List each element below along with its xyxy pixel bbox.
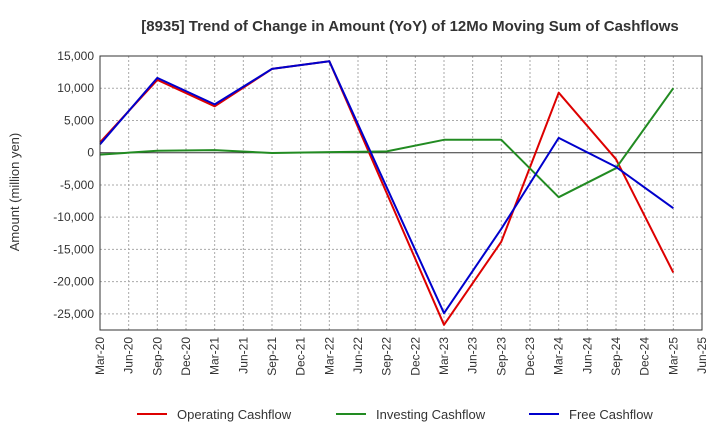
x-tick-label: Sep-20 [150, 337, 164, 376]
x-tick-label: Dec-21 [294, 337, 308, 376]
series-line-operating-cashflow [99, 60, 675, 326]
y-tick-label: -20,000 [53, 275, 94, 289]
legend-label: Free Cashflow [569, 407, 653, 422]
x-tick-label: Dec-23 [523, 337, 537, 376]
axes: Mar-20 Jun-20 Sep-20 Dec-20 Mar-21 Jun-21 Sep-… [53, 49, 709, 376]
x-tick-label: Dec-24 [638, 337, 652, 376]
y-tick-label: -15,000 [53, 242, 94, 256]
y-tick-label: 10,000 [57, 81, 94, 95]
legend: Operating Cashflow Investing Cashflow Free… [137, 407, 653, 422]
x-tick-label: Mar-20 [93, 337, 107, 375]
x-tick-label: Sep-21 [265, 337, 279, 376]
series-line-free-cashflow [99, 60, 674, 315]
x-tick-label: Sep-24 [609, 337, 623, 376]
plot-frame [99, 55, 703, 331]
x-tick-label: Sep-23 [494, 337, 508, 376]
x-tick-label: Mar-23 [437, 337, 451, 375]
x-tick-label: Jun-21 [236, 337, 250, 374]
chart-title: [8935] Trend of Change in Amount (YoY) o… [141, 18, 679, 35]
x-tick-label: Mar-22 [322, 337, 336, 375]
x-tick-label: Jun-23 [466, 337, 480, 374]
y-tick-label: 15,000 [57, 49, 94, 63]
y-tick-label: -25,000 [53, 307, 94, 321]
y-tick-label: -10,000 [53, 210, 94, 224]
series-line-investing-cashflow [99, 87, 675, 199]
y-tick-label: -5,000 [60, 178, 94, 192]
x-tick-label: Jun-20 [122, 337, 136, 374]
x-tick-label: Mar-24 [552, 337, 566, 375]
y-axis-label: Amount (million yen) [7, 133, 22, 252]
y-tick-label: 5,000 [64, 113, 94, 127]
series-lines [99, 60, 675, 326]
x-tick-label: Jun-24 [580, 337, 594, 374]
x-tick-label: Dec-22 [408, 337, 422, 376]
x-tick-label: Mar-25 [666, 337, 680, 375]
x-tick-label: Sep-22 [380, 337, 394, 376]
x-tick-label: Jun-25 [695, 337, 709, 374]
legend-label: Investing Cashflow [376, 407, 486, 422]
legend-label: Operating Cashflow [177, 407, 292, 422]
grid-lines [99, 55, 703, 330]
x-tick-label: Mar-21 [208, 337, 222, 375]
x-tick-label: Dec-20 [179, 337, 193, 376]
y-tick-label: 0 [87, 146, 94, 160]
x-tick-label: Jun-22 [351, 337, 365, 374]
